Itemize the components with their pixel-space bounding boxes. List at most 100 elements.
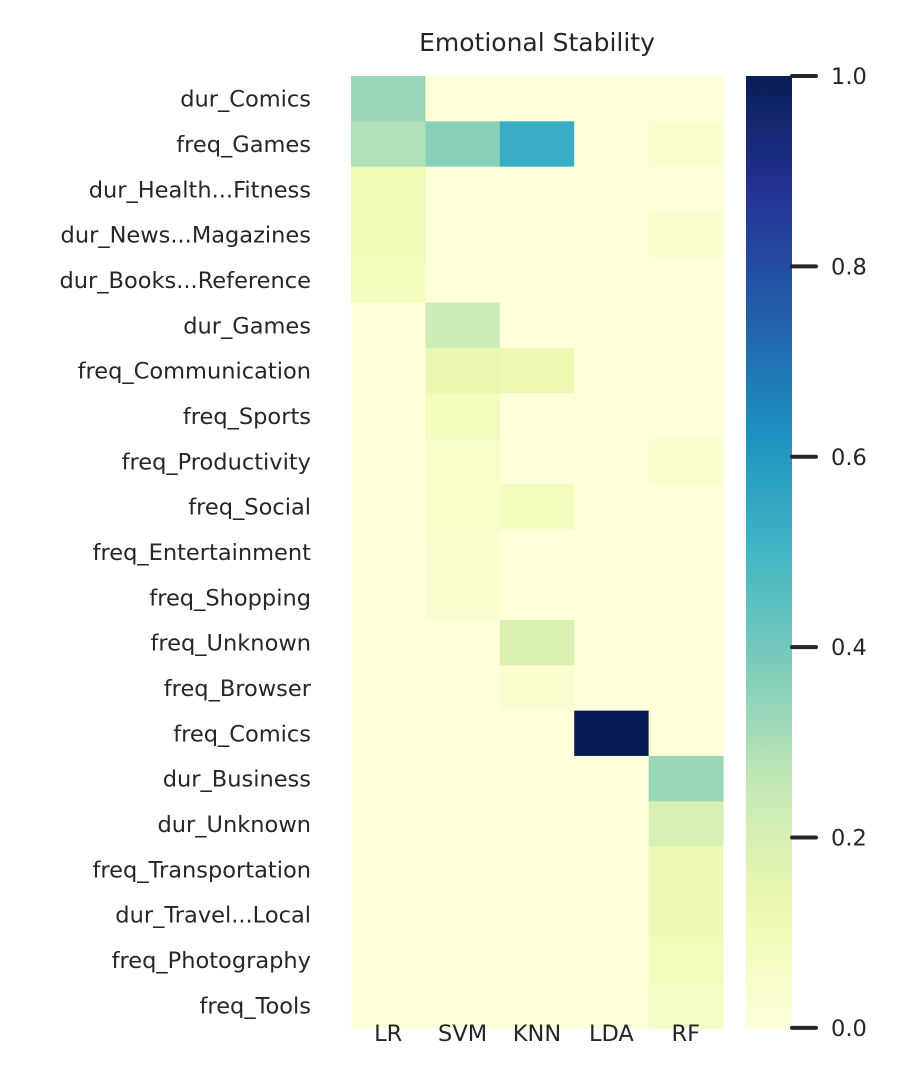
y-tick-label: freq_Shopping (149, 585, 311, 611)
colorbar-tick-label: 0.4 (831, 635, 867, 661)
heatmap-cell (499, 302, 575, 349)
heatmap-cell (574, 302, 650, 349)
heatmap-cell (351, 846, 426, 893)
y-tick-label: freq_Photography (112, 948, 311, 974)
colorbar-tick-label: 1.0 (831, 64, 867, 90)
heatmap-cell (351, 710, 426, 757)
heatmap-cell (425, 755, 501, 802)
colorbar-tick-label: 0.2 (831, 826, 867, 852)
heatmap-cell (574, 347, 650, 394)
heatmap-cell (648, 755, 724, 802)
y-tick-label: freq_Games (176, 132, 311, 158)
heatmap-cell (574, 76, 650, 122)
heatmap-cell (425, 982, 501, 1029)
heatmap-cell (574, 529, 650, 576)
heatmap-cell (425, 302, 501, 349)
heatmap-cell (425, 166, 501, 213)
x-tick-label: LR (374, 1021, 402, 1047)
heatmap-cell (351, 438, 426, 485)
y-tick-label: dur_Health...Fitness (89, 177, 311, 203)
heatmap-cell (499, 76, 575, 122)
y-tick-label: dur_News...Magazines (61, 223, 311, 249)
heatmap-cells (351, 76, 724, 1029)
chart-title: Emotional Stability (419, 28, 655, 57)
y-tick-label: freq_Entertainment (93, 540, 312, 566)
heatmap-cell (648, 211, 724, 258)
x-tick-label: KNN (513, 1021, 561, 1047)
heatmap-cell (648, 665, 724, 712)
y-tick-label: freq_Productivity (122, 449, 311, 475)
heatmap-cell (648, 529, 724, 576)
heatmap-cell (574, 937, 650, 984)
heatmap-cell (648, 574, 724, 621)
x-tick-labels: LR SVM KNN LDA RF (374, 1021, 700, 1047)
heatmap-cell (425, 257, 501, 304)
heatmap-cell (425, 665, 501, 712)
heatmap-cell (351, 529, 426, 576)
heatmap-cell (351, 574, 426, 621)
heatmap-cell (648, 121, 724, 168)
heatmap-cell (574, 438, 650, 485)
heatmap-cell (648, 302, 724, 349)
heatmap-cell (648, 982, 724, 1029)
heatmap-cell (425, 483, 501, 530)
heatmap-cell (351, 302, 426, 349)
y-tick-label: dur_Games (183, 313, 311, 339)
heatmap-cell (499, 257, 575, 304)
y-tick-labels: dur_Comics freq_Games dur_Health...Fitness… (59, 87, 311, 1020)
heatmap-cell (499, 665, 575, 712)
colorbar: 0.0 0.2 0.4 0.6 0.8 1.0 (746, 64, 867, 1042)
heatmap-cell (499, 619, 575, 666)
heatmap-cell (574, 121, 650, 168)
x-tick-label: SVM (438, 1021, 487, 1047)
y-tick-label: freq_Social (188, 495, 311, 521)
heatmap-cell (351, 483, 426, 530)
heatmap-cell (425, 937, 501, 984)
y-tick-label: dur_Business (163, 767, 311, 793)
heatmap-cell (574, 483, 650, 530)
heatmap-cell (574, 665, 650, 712)
heatmap-cell (648, 76, 724, 122)
heatmap-cell (499, 801, 575, 848)
heatmap-cell (351, 755, 426, 802)
heatmap-cell (425, 121, 501, 168)
heatmap-cell (574, 846, 650, 893)
heatmap-cell (425, 619, 501, 666)
heatmap-cell (425, 574, 501, 621)
heatmap-cell (574, 710, 650, 757)
heatmap-cell (425, 211, 501, 258)
heatmap-cell (574, 982, 650, 1029)
heatmap-cell (499, 393, 575, 440)
heatmap-cell (574, 574, 650, 621)
heatmap-cell (574, 891, 650, 938)
heatmap-cell (425, 529, 501, 576)
colorbar-tick-label: 0.0 (831, 1016, 867, 1042)
heatmap-cell (351, 121, 426, 168)
heatmap-cell (648, 257, 724, 304)
y-tick-label: dur_Books...Reference (59, 268, 311, 294)
heatmap-cell (574, 801, 650, 848)
heatmap-cell (574, 393, 650, 440)
heatmap-cell (425, 347, 501, 394)
y-tick-label: freq_Communication (78, 359, 311, 385)
heatmap-cell (351, 166, 426, 213)
heatmap-cell (499, 710, 575, 757)
heatmap-cell (499, 755, 575, 802)
heatmap-cell (499, 121, 575, 168)
heatmap-cell (499, 166, 575, 213)
heatmap-cell (351, 347, 426, 394)
heatmap-cell (425, 801, 501, 848)
heatmap-cell (648, 347, 724, 394)
heatmap-cell (574, 755, 650, 802)
heatmap-cell (351, 211, 426, 258)
heatmap-cell (499, 211, 575, 258)
heatmap-cell (499, 982, 575, 1029)
heatmap-cell (648, 393, 724, 440)
heatmap-cell (648, 438, 724, 485)
heatmap-cell (648, 846, 724, 893)
x-tick-label: RF (672, 1021, 701, 1047)
heatmap-cell (499, 438, 575, 485)
heatmap-cell (648, 483, 724, 530)
heatmap-cell (499, 529, 575, 576)
